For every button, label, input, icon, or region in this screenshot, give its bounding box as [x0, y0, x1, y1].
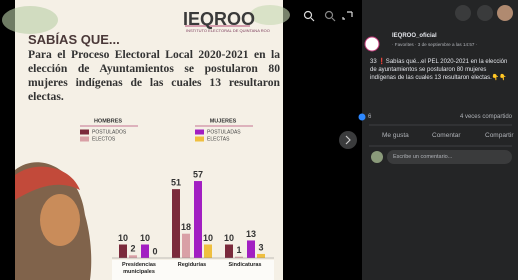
- value-label: 10: [224, 233, 234, 243]
- legend-group: MUJERES: [210, 118, 237, 124]
- bar: [141, 245, 149, 259]
- profile-avatar[interactable]: [497, 5, 513, 21]
- bar: [194, 181, 202, 258]
- legend-label: POSTULADOS: [92, 129, 127, 135]
- author[interactable]: IEQROO_oficial: [392, 33, 437, 39]
- like-button[interactable]: Me gusta: [382, 132, 409, 139]
- category-label-box: Sindicaturas: [221, 262, 269, 280]
- bar: [257, 254, 265, 258]
- post-text: 33 ❗Sabías qué...el PEL 2020-2021 en la …: [370, 58, 514, 82]
- category-label-box: Regidurías: [168, 262, 216, 280]
- legend-label: ELECTOS: [92, 136, 116, 142]
- x-tick-label: Presidencias municipales: [115, 262, 163, 275]
- legend-swatch: [80, 130, 89, 135]
- screenshot: HOMBRES MUJERES POSTULADOSELECTOS POSTULADA…: [0, 0, 518, 280]
- legend-group: HOMBRES: [94, 118, 122, 124]
- reaction-count[interactable]: 6: [368, 114, 371, 120]
- bar: [225, 245, 233, 259]
- bar: [119, 245, 127, 259]
- logo-title: IEQROO: [183, 9, 255, 30]
- next-button[interactable]: [339, 131, 357, 149]
- notify-button[interactable]: [477, 5, 493, 21]
- value-label: 18: [181, 222, 191, 232]
- value-label: 0: [152, 246, 157, 256]
- legend-swatch: [80, 137, 89, 142]
- menu-button[interactable]: [455, 5, 471, 21]
- comment-placeholder: Escribe un comentario...: [393, 154, 452, 160]
- bar: [172, 189, 180, 258]
- bar: [129, 255, 137, 258]
- value-label: 10: [118, 233, 128, 243]
- value-label: 51: [171, 178, 181, 188]
- value-label: 10: [203, 233, 213, 243]
- legend-label: ELECTAS: [207, 136, 230, 142]
- x-tick-label: Sindicaturas: [221, 262, 269, 269]
- value-label: 1: [236, 245, 241, 255]
- bar: [247, 240, 255, 258]
- paragraph: Para el Proceso Electoral Local 2020-202…: [28, 48, 280, 104]
- x-tick-label: Regidurías: [168, 262, 216, 269]
- value-label: 57: [193, 169, 203, 179]
- legend-label: POSTULADAS: [207, 129, 241, 135]
- value-label: 2: [130, 244, 135, 254]
- bar: [182, 234, 190, 258]
- category-label-box: Presidencias municipales: [115, 262, 163, 280]
- share-count[interactable]: 4 veces compartido: [460, 114, 512, 120]
- value-label: 3: [258, 242, 263, 252]
- value-label: 13: [246, 229, 256, 239]
- comment-button[interactable]: Comentar: [432, 132, 461, 139]
- share-button[interactable]: Compartir: [485, 132, 514, 139]
- author-avatar[interactable]: [365, 37, 379, 51]
- bar: [204, 245, 212, 259]
- legend-swatch: [195, 137, 204, 142]
- post-meta: · Favorites · 3 de septiembre a las 14:5…: [392, 42, 477, 47]
- heading: SABÍAS QUE...: [28, 32, 120, 47]
- legend-swatch: [195, 130, 204, 135]
- logo-subtitle: INSTITUTO ELECTORAL DE QUINTANA ROO: [186, 28, 270, 33]
- value-label: 10: [140, 233, 150, 243]
